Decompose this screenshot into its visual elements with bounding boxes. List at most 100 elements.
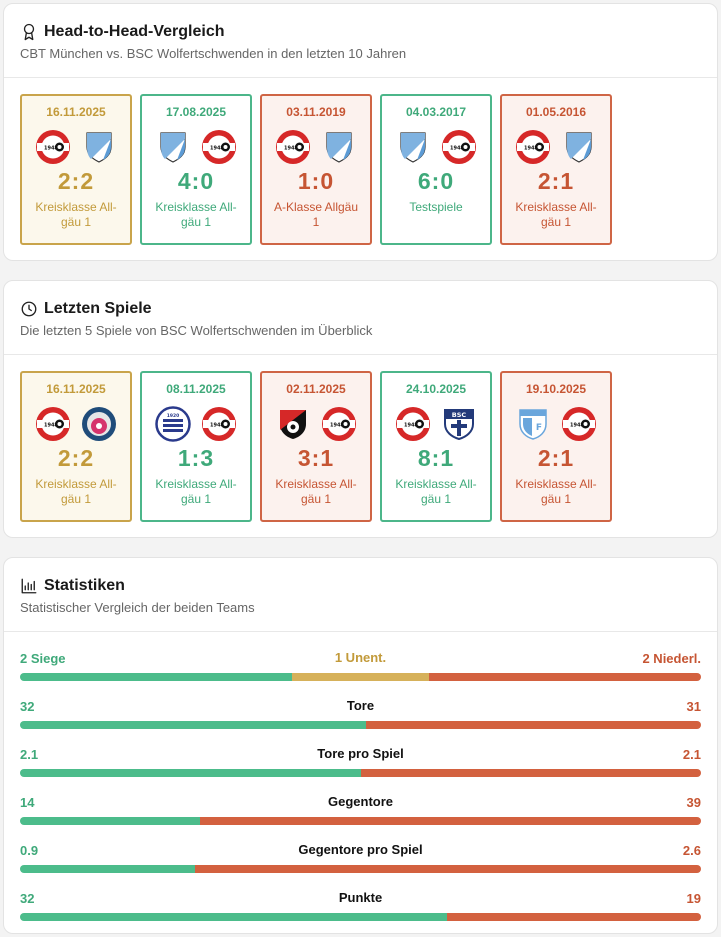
stat-label: Gegentore pro Spiel [298, 842, 423, 857]
stat-left-value: 0.9 [20, 842, 39, 858]
home-team-logo-icon: 1948 [35, 129, 71, 165]
match-card[interactable]: 08.11.2025 1920 1948 1:3 Kreisklasse All-gäu… [140, 371, 252, 522]
stat-bar [20, 769, 701, 777]
stats-subtitle: Statistischer Vergleich der beiden Teams [20, 600, 255, 615]
match-card[interactable]: 16.11.2025 1948 2:2 Kreisklasse All-gäu 1 [20, 371, 132, 522]
match-card[interactable]: 04.03.2017 1948 6:0 Testspiele [380, 94, 492, 245]
match-card[interactable]: 03.11.2019 1948 1:0 A-Klasse Allgäu 1 [260, 94, 372, 245]
match-score: 1:3 [177, 445, 215, 471]
stats-list: 2 Siege 2 Niederl. 1 Unent. 32 31 Tore 2.1 2.1 T… [4, 632, 717, 933]
recent-subtitle: Die letzten 5 Spiele von BSC Wolfertschw… [20, 323, 373, 338]
home-team-logo-icon: F [515, 406, 551, 442]
bar-left-segment [20, 865, 196, 873]
svg-text:1948: 1948 [44, 146, 58, 152]
stat-row: 2 Siege 2 Niederl. 1 Unent. [20, 650, 701, 698]
bar-left-segment [20, 913, 448, 921]
match-score: 1:0 [297, 168, 335, 194]
stat-labels: 32 31 [20, 698, 701, 714]
team-logos: 1948 [502, 129, 610, 165]
recent-title: Letzten Spiele [20, 299, 701, 319]
bar-left-segment [20, 817, 200, 825]
bar-right-segment [447, 913, 701, 921]
bar-right-segment [365, 721, 701, 729]
stat-bar [20, 913, 701, 921]
home-team-logo-icon [395, 129, 431, 165]
team-logos: 1948 [22, 406, 130, 442]
match-competition: Testspiele [409, 200, 463, 214]
stat-labels: 14 39 [20, 794, 701, 810]
stat-labels: 2 Siege 2 Niederl. [20, 650, 701, 666]
match-date: 24.10.2025 [405, 382, 467, 396]
home-team-logo-icon: 1948 [35, 406, 71, 442]
bar-losses [428, 673, 701, 681]
match-card[interactable]: 16.11.2025 1948 2:2 Kreisklasse All-gäu 1 [20, 94, 132, 245]
home-team-logo-icon: 1920 [155, 406, 191, 442]
match-score: 2:2 [57, 445, 95, 471]
match-date: 19.10.2025 [525, 382, 587, 396]
match-date: 03.11.2019 [286, 105, 346, 119]
match-date: 01.05.2016 [525, 105, 587, 119]
match-date: 04.03.2017 [405, 105, 467, 119]
match-card[interactable]: 24.10.2025 1948 BSC 8:1 Kreisklasse All-gäu … [380, 371, 492, 522]
match-date: 17.08.2025 [165, 105, 227, 119]
stat-left-value: 32 [20, 698, 35, 714]
stat-labels: 32 19 [20, 890, 701, 906]
bar-right-segment [199, 817, 701, 825]
match-date: 16.11.2025 [46, 382, 106, 396]
stat-right-value: 31 [686, 698, 701, 714]
team-logos: 1920 1948 [142, 406, 250, 442]
team-logos: 1948 [22, 129, 130, 165]
team-logos: F 1948 [502, 406, 610, 442]
h2h-title-text: Head-to-Head-Vergleich [44, 23, 225, 40]
bar-right-segment [195, 865, 701, 873]
match-competition: Kreisklasse All-gäu 1 [275, 477, 357, 506]
recent-header: Letzten Spiele Die letzten 5 Spiele von … [4, 281, 717, 355]
stat-right-value: 2 Niederl. [642, 650, 701, 666]
away-team-logo-icon: BSC [441, 406, 477, 442]
h2h-header: Head-to-Head-Vergleich CBT München vs. B… [4, 4, 717, 78]
stats-header: Statistiken Statistischer Vergleich der … [4, 558, 717, 632]
match-competition: Kreisklasse All-gäu 1 [155, 477, 237, 506]
match-card[interactable]: 19.10.2025 F 1948 2:1 Kreisklasse All-gäu 1 [500, 371, 612, 522]
stat-bar [20, 865, 701, 873]
match-score: 4:0 [177, 168, 215, 194]
stat-label: Punkte [338, 890, 383, 905]
match-card[interactable]: 01.05.2016 1948 2:1 Kreisklasse All-gäu 1 [500, 94, 612, 245]
stat-labels: 2.1 2.1 [20, 746, 701, 762]
match-card[interactable]: 02.11.2025 1948 3:1 Kreisklasse All-gäu 1 [260, 371, 372, 522]
home-team-logo-icon: 1948 [395, 406, 431, 442]
match-competition: Kreisklasse All-gäu 1 [35, 200, 117, 229]
match-competition: Kreisklasse All-gäu 1 [515, 477, 597, 506]
stat-bar [20, 817, 701, 825]
match-date: 16.11.2025 [46, 105, 106, 119]
stat-bar [20, 721, 701, 729]
match-competition: Kreisklasse All-gäu 1 [515, 200, 597, 229]
stats-title-text: Statistiken [44, 577, 125, 594]
match-score: 2:1 [537, 445, 575, 471]
away-team-logo-icon [81, 129, 117, 165]
match-competition: Kreisklasse All-gäu 1 [155, 200, 237, 229]
bar-left-segment [20, 769, 361, 777]
away-team-logo-icon: 1948 [441, 129, 477, 165]
match-date: 02.11.2025 [286, 382, 346, 396]
stat-row: 2.1 2.1 Tore pro Spiel [20, 746, 701, 794]
match-card[interactable]: 17.08.2025 1948 4:0 Kreisklasse All-gäu 1 [140, 94, 252, 245]
stat-row: 32 31 Tore [20, 698, 701, 746]
stat-left-value: 2.1 [20, 746, 39, 762]
stats-card: Statistiken Statistischer Vergleich der … [3, 557, 718, 934]
match-date: 08.11.2025 [166, 382, 226, 396]
away-team-logo-icon [561, 129, 597, 165]
match-score: 6:0 [417, 168, 455, 194]
match-score: 2:1 [537, 168, 575, 194]
home-team-logo-icon: 1948 [275, 129, 311, 165]
stat-label: Gegentore [327, 794, 393, 809]
stat-labels: 0.9 2.6 [20, 842, 701, 858]
recent-match-list: 16.11.2025 1948 2:2 Kreisklasse All-gäu 1 08… [4, 355, 717, 522]
recent-title-text: Letzten Spiele [44, 300, 152, 317]
svg-text:1948: 1948 [330, 423, 344, 429]
stat-label: Tore [346, 698, 375, 713]
bar-left-segment [20, 721, 366, 729]
recent-card: Letzten Spiele Die letzten 5 Spiele von … [3, 280, 718, 538]
svg-text:1948: 1948 [210, 146, 224, 152]
stat-right-value: 2.6 [682, 842, 701, 858]
